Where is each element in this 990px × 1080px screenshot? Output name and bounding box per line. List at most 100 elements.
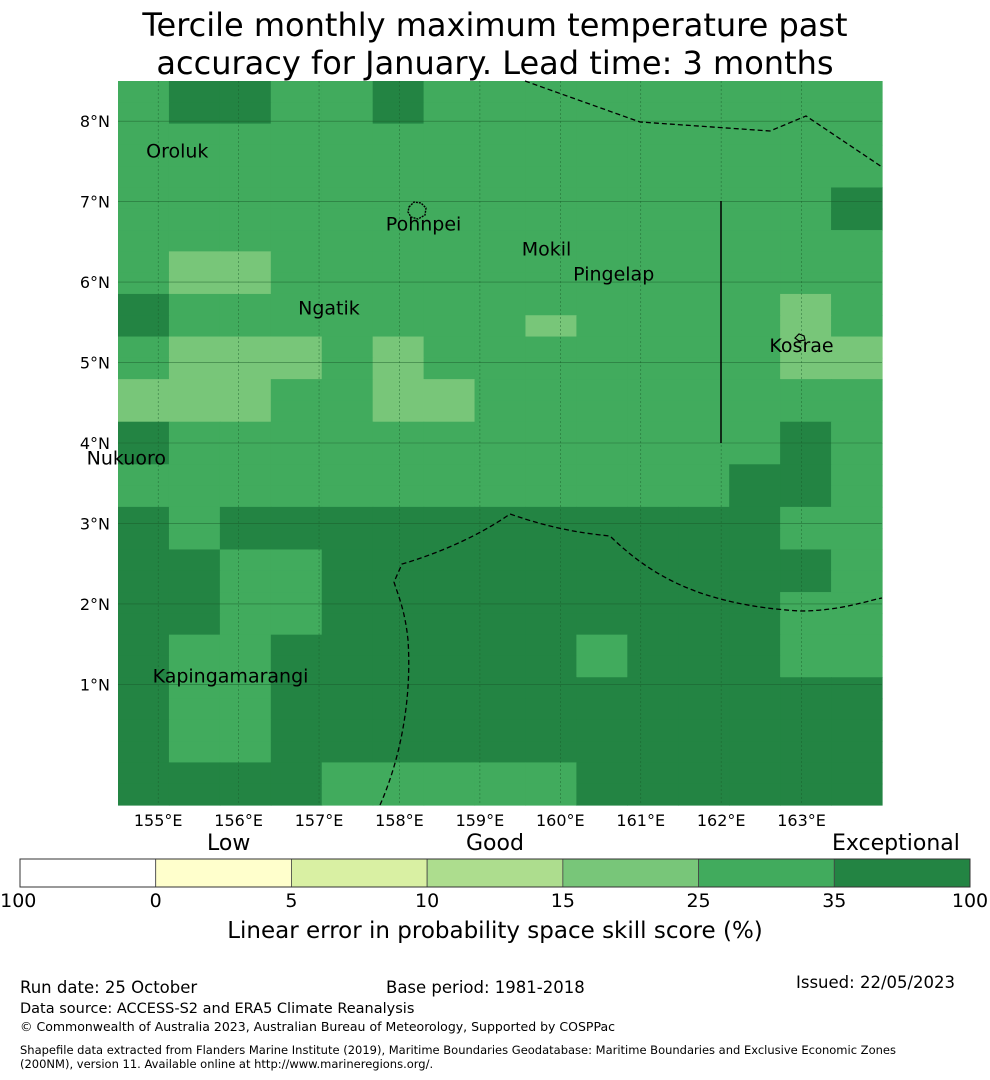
skill-cell — [729, 379, 781, 402]
skill-cell — [729, 464, 781, 487]
skill-cell — [678, 464, 730, 487]
skill-cell — [372, 698, 425, 721]
skill-cell — [729, 762, 781, 785]
skill-cell — [372, 677, 425, 700]
skill-cell — [627, 208, 679, 231]
skill-cell — [270, 698, 323, 721]
skill-cell — [168, 613, 221, 636]
colorbar-tick: 25 — [686, 890, 711, 912]
skill-cell — [118, 230, 170, 252]
skill-cell — [576, 549, 628, 572]
skill-cell — [118, 144, 170, 167]
skill-cell — [831, 443, 883, 465]
skill-cell — [321, 400, 374, 423]
skill-cell — [525, 81, 577, 103]
skill-cell — [474, 592, 527, 614]
skill-cell — [219, 783, 272, 806]
colorbar-tick: 10 — [415, 890, 440, 912]
skill-cell — [474, 315, 527, 338]
skill-cell — [780, 762, 832, 785]
skill-cell — [118, 81, 170, 103]
skill-cell — [168, 549, 221, 572]
skill-cell — [576, 123, 628, 146]
skill-cell — [525, 293, 577, 316]
skill-cell — [831, 272, 883, 295]
skill-cell — [780, 592, 832, 614]
skill-cell — [678, 613, 730, 636]
skill-cell — [627, 251, 679, 274]
skill-cell — [270, 208, 323, 231]
skill-cell — [576, 230, 628, 252]
skill-cell — [474, 570, 527, 593]
skill-cell — [321, 741, 374, 764]
skill-cell — [678, 315, 730, 338]
skill-cell — [321, 379, 374, 402]
skill-cell — [627, 762, 679, 785]
skill-cell — [372, 123, 425, 146]
skill-cell — [321, 762, 374, 785]
skill-cell — [270, 634, 323, 657]
skill-cell — [729, 570, 781, 593]
skill-cell — [729, 230, 781, 252]
skill-cell — [372, 251, 425, 274]
skill-cell — [627, 123, 679, 146]
skill-cell — [118, 336, 170, 359]
skill-cell — [219, 272, 272, 295]
skill-cell — [831, 655, 883, 678]
skill-cell — [372, 81, 425, 103]
skill-cell — [627, 187, 679, 210]
skill-cell — [525, 528, 577, 551]
skill-cell — [729, 634, 781, 657]
skill-cell — [474, 677, 527, 700]
skill-cell — [678, 634, 730, 657]
skill-cell — [423, 166, 476, 189]
skill-cell — [678, 400, 730, 423]
skill-cell — [372, 166, 425, 189]
skill-cell — [321, 166, 374, 189]
skill-cell — [219, 719, 272, 742]
skill-cell — [270, 485, 323, 508]
skill-cell — [321, 613, 374, 636]
skill-cell — [627, 464, 679, 487]
skill-cell — [678, 528, 730, 551]
skill-cell — [780, 315, 832, 338]
skill-cell — [219, 144, 272, 167]
skill-cell — [474, 102, 527, 125]
skill-cell — [576, 464, 628, 487]
skill-cell — [627, 166, 679, 189]
skill-cell — [423, 549, 476, 572]
skill-cell — [321, 570, 374, 593]
skill-cell — [780, 528, 832, 551]
skill-cell — [729, 485, 781, 508]
skill-cell — [780, 464, 832, 487]
lat-tick-label: 3°N — [80, 514, 110, 533]
skill-cell — [729, 336, 781, 359]
skill-cell — [423, 123, 476, 146]
skill-cell — [270, 379, 323, 402]
skill-cell — [372, 528, 425, 551]
skill-cell — [118, 315, 170, 338]
skill-cell — [423, 741, 476, 764]
skill-cell — [576, 613, 628, 636]
skill-cell — [118, 166, 170, 189]
skill-cell — [627, 293, 679, 316]
skill-cell — [525, 783, 577, 806]
skill-cell — [525, 698, 577, 721]
skill-cell — [372, 379, 425, 402]
skill-cell — [831, 315, 883, 338]
skill-cell — [423, 400, 476, 423]
skill-cell — [831, 570, 883, 593]
skill-cell — [729, 698, 781, 721]
skill-cell — [321, 421, 374, 444]
lon-tick-label: 159°E — [456, 811, 505, 830]
skill-cell — [168, 357, 221, 380]
skill-cell — [831, 592, 883, 614]
skill-cell — [627, 336, 679, 359]
skill-cell — [270, 741, 323, 764]
skill-cell — [627, 655, 679, 678]
skill-cell — [831, 528, 883, 551]
skill-cell — [423, 230, 476, 252]
skill-cell — [219, 485, 272, 508]
latitude-tick-labels: 1°N 2°N 3°N 4°N 5°N 6°N 7°N 8°N — [80, 112, 110, 694]
skill-cell — [270, 230, 323, 252]
